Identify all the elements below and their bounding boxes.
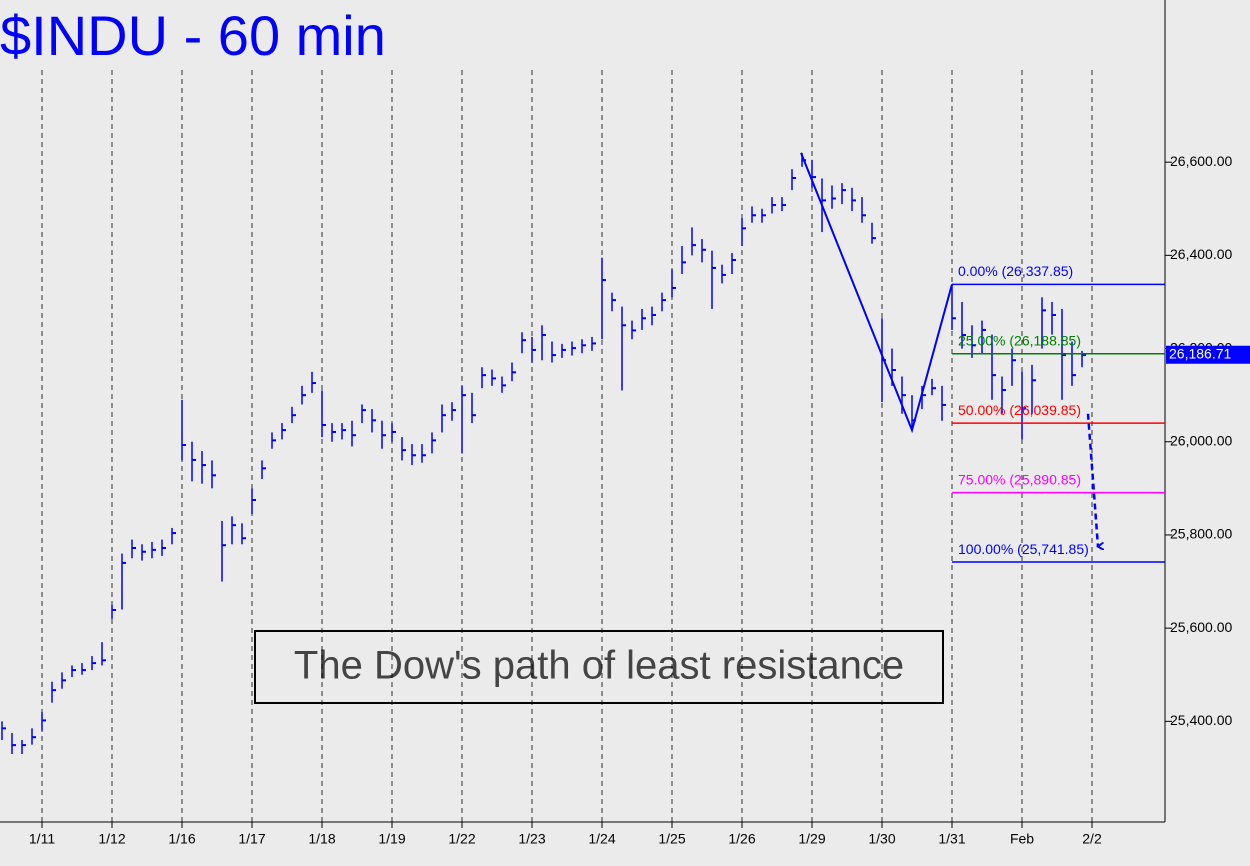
y-tick-label: 26,600.00 [1170, 153, 1232, 169]
y-tick-label: 26,000.00 [1170, 432, 1232, 448]
level-label: 75.00% (25,890.85) [958, 471, 1081, 487]
y-tick-label: 25,600.00 [1170, 619, 1232, 635]
x-tick-label: 1/17 [238, 831, 265, 847]
x-tick-label: 1/31 [938, 831, 965, 847]
y-tick-label: 26,400.00 [1170, 246, 1232, 262]
x-tick-label: 1/23 [518, 831, 545, 847]
level-label: 0.00% (26,337.85) [958, 263, 1073, 279]
x-tick-label: 1/16 [168, 831, 195, 847]
x-tick-label: 1/19 [378, 831, 405, 847]
x-tick-label: 1/30 [868, 831, 895, 847]
x-tick-label: 1/26 [728, 831, 755, 847]
x-tick-label: 1/29 [798, 831, 825, 847]
level-label: 100.00% (25,741.85) [958, 541, 1089, 557]
pattern-line [800, 152, 953, 434]
x-tick-label: 1/22 [448, 831, 475, 847]
x-tick-label: 1/12 [98, 831, 125, 847]
x-tick-label: 1/24 [588, 831, 615, 847]
x-tick-label: 2/2 [1082, 831, 1102, 847]
x-tick-label: Feb [1010, 831, 1034, 847]
y-tick-label: 25,400.00 [1170, 712, 1232, 728]
x-tick-label: 1/25 [658, 831, 685, 847]
level-label: 50.00% (26,039.85) [958, 402, 1081, 418]
projection-arrow [1086, 413, 1098, 547]
level-label: 25.00% (26,188.85) [958, 332, 1081, 348]
y-tick-label: 25,800.00 [1170, 526, 1232, 542]
x-tick-label: 1/18 [308, 831, 335, 847]
annotation: The Dow's path of least resistance [294, 644, 904, 688]
last-price-box [1166, 345, 1250, 364]
annotation-box [254, 630, 944, 704]
last-price-label: 26,186.71 [1169, 345, 1231, 361]
x-tick-label: 1/11 [29, 831, 55, 847]
chart-title: $INDU - 60 min [0, 4, 386, 67]
